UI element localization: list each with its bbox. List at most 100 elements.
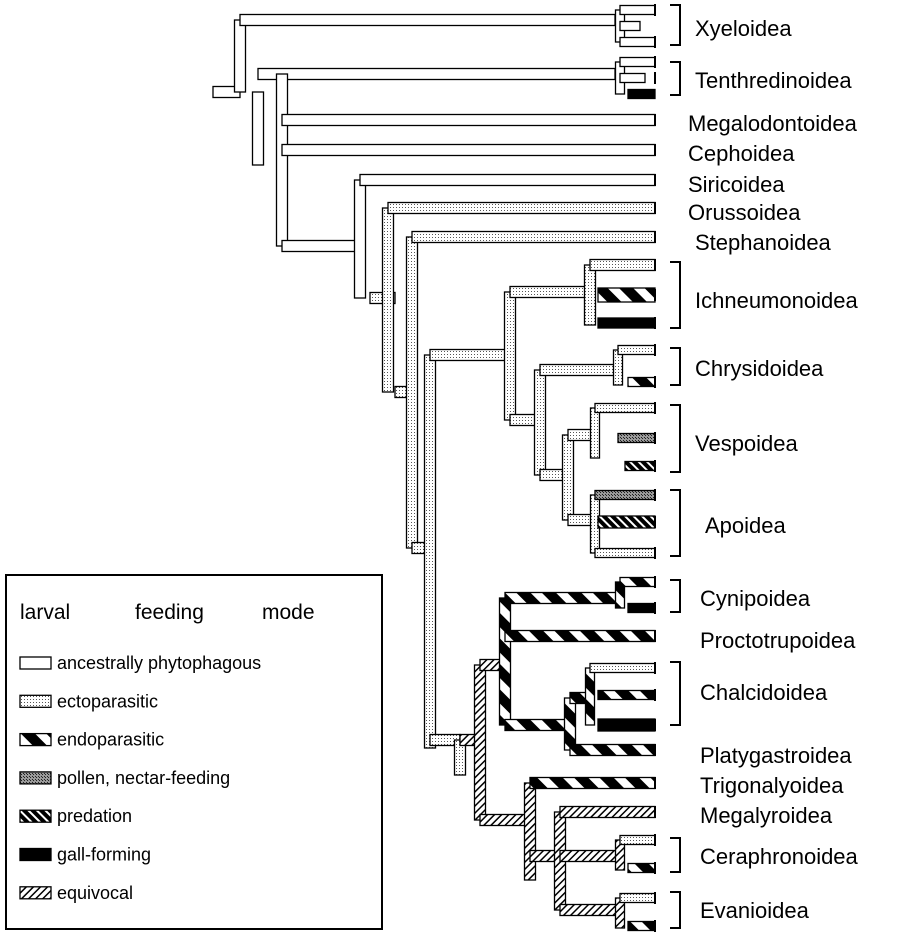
branch	[619, 20, 641, 32]
branch	[589, 258, 656, 272]
branch	[619, 36, 656, 48]
connector	[423, 354, 437, 749]
clade-bracket	[670, 61, 681, 96]
branch	[619, 4, 656, 16]
clade-bracket	[670, 891, 681, 929]
branch	[597, 689, 656, 701]
clade-bracket	[670, 837, 681, 873]
connector	[533, 369, 547, 476]
connector	[498, 597, 512, 726]
branch	[619, 72, 646, 84]
connector	[473, 664, 487, 821]
taxon-label: Platygastroidea	[700, 743, 852, 768]
branch	[281, 143, 656, 157]
branch	[359, 173, 656, 187]
connector	[561, 434, 575, 521]
connector	[275, 73, 289, 247]
connector	[251, 91, 265, 166]
branch	[594, 547, 656, 559]
taxon-label: Siricoidea	[688, 172, 785, 197]
connector	[503, 291, 517, 421]
branch	[281, 113, 656, 127]
taxon-label: Orussoidea	[688, 200, 801, 225]
clade-bracket	[670, 347, 681, 386]
clade-bracket	[670, 661, 681, 726]
connector	[523, 782, 537, 881]
taxon-label: Trigonalyoidea	[700, 773, 844, 798]
connector	[583, 264, 597, 326]
branch	[559, 849, 621, 863]
taxon-label: Xyeloidea	[695, 16, 792, 41]
branch	[429, 348, 511, 362]
taxon-label: Apoidea	[705, 513, 787, 538]
branch	[529, 776, 656, 790]
branch	[597, 317, 656, 329]
branch	[387, 201, 656, 215]
legend-item-label: ectoparasitic	[57, 691, 158, 711]
branch	[589, 662, 656, 674]
taxon-label: Proctotrupoidea	[700, 628, 856, 653]
branch	[627, 602, 656, 614]
clade-bracket	[670, 489, 681, 557]
branch	[597, 515, 656, 529]
legend-item-label: gall-forming	[57, 845, 151, 865]
taxon-label: Ichneumonoidea	[695, 288, 858, 313]
legend-swatch	[19, 732, 52, 747]
branch	[597, 718, 656, 732]
connector	[405, 236, 419, 549]
legend-item-label: predation	[57, 806, 132, 826]
taxon-label: Vespoidea	[695, 431, 799, 456]
branch	[569, 743, 656, 757]
taxon-label: Tenthredinoidea	[695, 68, 852, 93]
taxon-label: Chalcidoidea	[700, 680, 828, 705]
branch	[597, 287, 656, 303]
taxon-label: Ceraphronoidea	[700, 844, 859, 869]
connector	[381, 207, 395, 393]
legend-swatch	[19, 694, 52, 708]
branch	[627, 920, 656, 932]
branch	[559, 805, 656, 819]
branch	[619, 576, 656, 588]
taxon-label: Chrysidoidea	[695, 356, 824, 381]
legend-title-word: larval	[20, 601, 70, 624]
branch	[504, 591, 619, 605]
branch	[619, 834, 656, 846]
taxon-label: Cynipoidea	[700, 586, 811, 611]
clade-bracket	[670, 4, 681, 46]
legend-box	[5, 574, 383, 930]
legend-swatch	[19, 847, 52, 862]
branch	[617, 344, 656, 356]
taxon-label: Evanioidea	[700, 898, 810, 923]
clade-bracket	[670, 404, 681, 473]
connector	[563, 697, 577, 751]
branch	[619, 892, 656, 904]
connector	[353, 179, 367, 299]
legend-swatch	[19, 656, 52, 670]
taxon-label: Stephanoidea	[695, 230, 832, 255]
legend-swatch	[19, 771, 52, 785]
legend-item-label: endoparasitic	[57, 730, 164, 750]
phylogenetic-tree	[212, 4, 656, 932]
branch	[624, 460, 656, 472]
taxon-label: Megalodontoidea	[688, 111, 858, 136]
branch	[539, 363, 619, 377]
legend: larval feeding mode ancestrally phytophagou…	[5, 574, 383, 930]
branch	[619, 56, 656, 68]
taxon-label: Megalyroidea	[700, 803, 833, 828]
legend-title-word: mode	[262, 601, 315, 624]
branch	[617, 432, 656, 444]
branch	[594, 402, 656, 414]
branch	[627, 88, 656, 100]
branch	[504, 718, 571, 732]
connector	[584, 667, 596, 726]
taxon-label: Cephoidea	[688, 141, 795, 166]
clade-bracket	[670, 579, 681, 613]
taxon-labels: Xyeloidea Tenthredinoidea Megalodontoidea C…	[670, 4, 859, 929]
clade-bracket	[670, 261, 681, 329]
connector	[612, 349, 624, 386]
legend-item-label: pollen, nectar-feeding	[57, 768, 230, 788]
branch	[504, 629, 656, 643]
legend-item-label: equivocal	[57, 883, 133, 903]
branch	[627, 862, 656, 874]
